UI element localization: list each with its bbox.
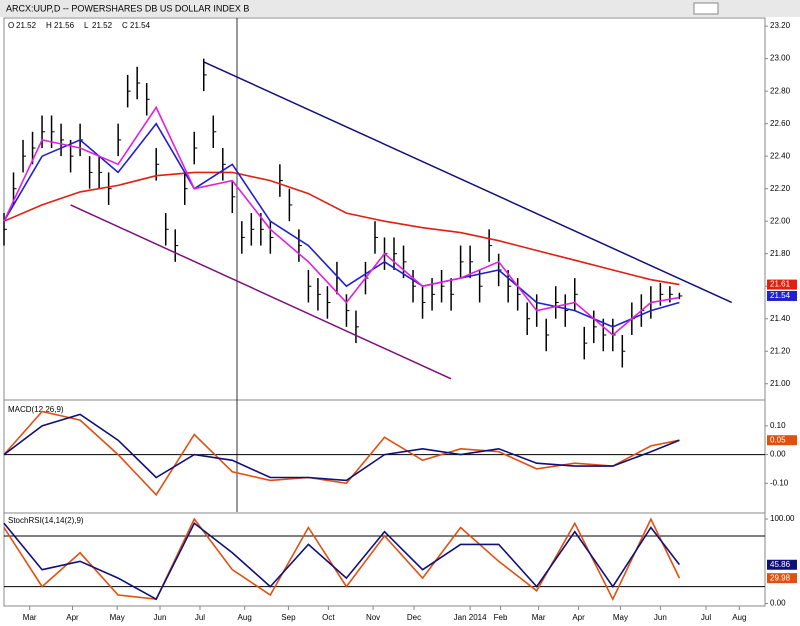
x-tick-label: Jan 2014 <box>454 613 487 622</box>
series-line <box>3 517 681 602</box>
x-tick-label: Jun <box>654 613 667 622</box>
x-tick-label: May <box>110 613 125 622</box>
plot-frame <box>3 17 766 607</box>
y-tick-label: 21.20 <box>770 346 791 355</box>
series-line <box>3 105 680 337</box>
x-tick-label: Feb <box>494 613 508 622</box>
x-tick-label: Jul <box>195 613 205 622</box>
header-bar <box>0 0 800 17</box>
panel-title: StochRSI(14,14(2),9) <box>8 516 84 525</box>
quote-value: 21.52 <box>92 21 113 30</box>
quote-label: C <box>122 21 128 30</box>
x-tick-label: Sep <box>281 613 296 622</box>
y-tick-label: 23.00 <box>770 54 791 63</box>
y-tick-label: 22.20 <box>770 184 791 193</box>
x-tick-label: May <box>613 613 628 622</box>
y-tick-label: 21.40 <box>770 314 791 323</box>
series-line <box>3 171 680 286</box>
x-tick-label: Apr <box>66 613 79 622</box>
last-value-label: 29.98 <box>770 573 791 582</box>
last-value-box <box>767 435 797 446</box>
quote-label: O <box>8 21 14 30</box>
quote-value: 21.56 <box>54 21 75 30</box>
y-tick-label: -0.10 <box>770 478 789 487</box>
last-value-label: 0.05 <box>770 435 786 444</box>
quote-value: 21.52 <box>16 21 37 30</box>
y-tick-label: 22.80 <box>770 86 791 95</box>
y-tick-label: 0.00 <box>770 450 786 459</box>
y-tick-label: 22.40 <box>770 151 791 160</box>
x-tick-label: Nov <box>366 613 380 622</box>
series-line <box>3 410 680 497</box>
x-tick-label: Dec <box>407 613 421 622</box>
last-value-box <box>767 290 797 301</box>
trendline <box>70 204 452 380</box>
quote-value: 21.54 <box>130 21 151 30</box>
series-line <box>3 413 680 482</box>
y-tick-label: 0.10 <box>770 421 786 430</box>
panel-title: MACD(12,26,9) <box>8 405 64 414</box>
last-value-label: 21.54 <box>770 291 791 300</box>
series-line <box>3 522 681 601</box>
y-tick-label: 21.80 <box>770 249 791 258</box>
y-tick-label: 22.00 <box>770 216 791 225</box>
x-tick-label: Mar <box>23 613 37 622</box>
y-tick-label: 100.00 <box>770 514 795 523</box>
last-value-label: 45.86 <box>770 560 791 569</box>
last-value-label: 21.61 <box>770 280 791 289</box>
series-line <box>3 122 680 328</box>
y-tick-label: 23.20 <box>770 21 791 30</box>
x-tick-label: Jun <box>154 613 167 622</box>
y-tick-label: 21.00 <box>770 379 791 388</box>
x-tick-label: Apr <box>572 613 585 622</box>
last-value-box <box>767 573 797 584</box>
quote-label: H <box>46 21 52 30</box>
x-tick-label: Mar <box>532 613 546 622</box>
y-tick-label: 0.00 <box>770 599 786 608</box>
x-tick-label: Jul <box>701 613 711 622</box>
chart-title: ARCX:UUP,D -- POWERSHARES DB US DOLLAR I… <box>6 3 249 13</box>
y-tick-label: 22.60 <box>770 119 791 128</box>
x-tick-label: Oct <box>322 613 335 622</box>
x-tick-label: Aug <box>238 613 252 622</box>
trendline <box>203 61 733 304</box>
quote-label: L <box>84 21 89 30</box>
x-tick-label: Aug <box>732 613 746 622</box>
last-value-box <box>767 279 797 290</box>
symbol-box[interactable] <box>693 2 719 15</box>
last-value-box <box>767 559 797 570</box>
